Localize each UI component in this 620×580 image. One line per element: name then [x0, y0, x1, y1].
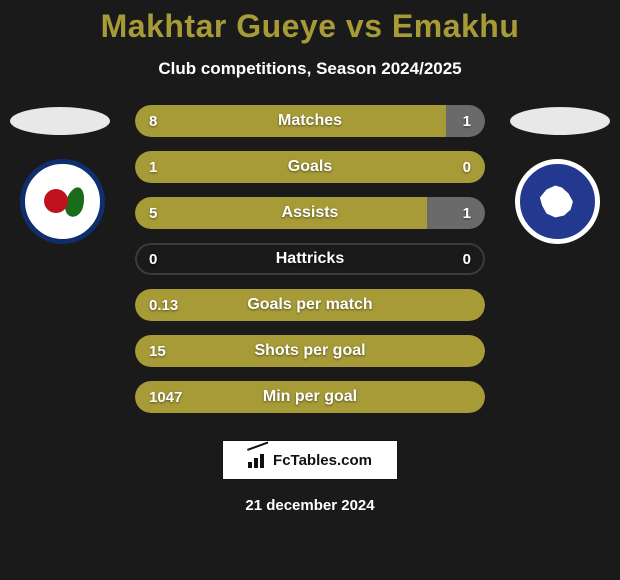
stat-row: 15 Shots per goal	[135, 335, 485, 367]
stat-right-value: 0	[463, 159, 471, 176]
stat-row: 8 1 Matches	[135, 105, 485, 137]
blackburn-crest-icon	[38, 177, 88, 227]
stat-left-value: 0.13	[149, 297, 178, 314]
right-oval-shape	[510, 107, 610, 135]
chart-icon	[248, 452, 268, 468]
stat-row: 0 0 Hattricks	[135, 243, 485, 275]
stat-row: 0.13 Goals per match	[135, 289, 485, 321]
stat-row: 1047 Min per goal	[135, 381, 485, 413]
stat-label: Goals	[288, 158, 332, 176]
stat-row: 1 0 Goals	[135, 151, 485, 183]
millwall-lion-icon	[536, 182, 580, 222]
stat-left-value: 8	[149, 113, 157, 130]
brand-badge: FcTables.com	[223, 441, 397, 479]
stat-label: Matches	[278, 112, 342, 130]
stat-left-value: 5	[149, 205, 157, 222]
stat-right-value: 1	[463, 113, 471, 130]
stat-label: Min per goal	[263, 388, 357, 406]
stat-label: Assists	[282, 204, 339, 222]
stat-row: 5 1 Assists	[135, 197, 485, 229]
stat-left-value: 15	[149, 343, 166, 360]
left-team-crest	[20, 159, 105, 244]
stat-left-value: 1047	[149, 389, 182, 406]
comparison-card: Makhtar Gueye vs Emakhu Club competition…	[0, 0, 620, 580]
stat-bars: 8 1 Matches 1 0 Goals 5 1 Assists 0 0 Hattricks 0.13…	[135, 99, 485, 413]
date-line: 21 december 2024	[0, 497, 620, 514]
stat-right-value: 1	[463, 205, 471, 222]
stat-label: Hattricks	[276, 250, 344, 268]
left-oval-shape	[10, 107, 110, 135]
main-area: 8 1 Matches 1 0 Goals 5 1 Assists 0 0 Hattricks 0.13…	[0, 99, 620, 413]
stat-left-value: 1	[149, 159, 157, 176]
stat-right-value: 0	[463, 251, 471, 268]
stat-label: Shots per goal	[254, 342, 365, 360]
stat-label: Goals per match	[247, 296, 372, 314]
right-team-crest	[515, 159, 600, 244]
page-subtitle: Club competitions, Season 2024/2025	[0, 59, 620, 79]
page-title: Makhtar Gueye vs Emakhu	[0, 0, 620, 45]
brand-text: FcTables.com	[273, 452, 372, 469]
stat-left-value: 0	[149, 251, 157, 268]
